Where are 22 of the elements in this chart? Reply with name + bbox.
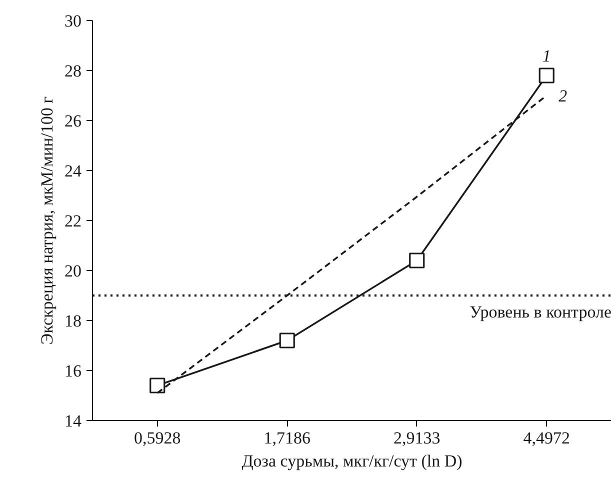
x-axis-title: Доза сурьмы, мкг/кг/сут (ln D) <box>242 452 462 470</box>
y-tick-label: 30 <box>64 12 82 30</box>
y-tick-label: 28 <box>64 62 82 80</box>
ref-line-label: Уровень в контроле <box>470 302 611 322</box>
x-tick-label: 2,9133 <box>394 428 440 448</box>
y-tick-label: 24 <box>64 162 82 180</box>
y-tick-label: 18 <box>64 312 82 330</box>
point <box>279 332 295 348</box>
point <box>409 252 425 268</box>
x-tick-label: 4,4972 <box>523 428 570 448</box>
x-tick-label: 1,7186 <box>264 428 310 448</box>
point <box>538 68 554 84</box>
point <box>150 378 166 394</box>
y-axis-title: Экскреция натрия, мкМ/мин/100 г <box>38 96 56 345</box>
series-label: 2 <box>558 86 568 106</box>
series-label: 1 <box>542 46 551 66</box>
y-tick-label: 20 <box>64 262 82 280</box>
y-tick-label: 26 <box>64 112 82 130</box>
x-tick-label: 0,5928 <box>134 428 181 448</box>
y-tick-label: 14 <box>64 412 82 430</box>
y-tick-label: 16 <box>64 362 82 380</box>
y-tick-label: 22 <box>64 212 82 230</box>
